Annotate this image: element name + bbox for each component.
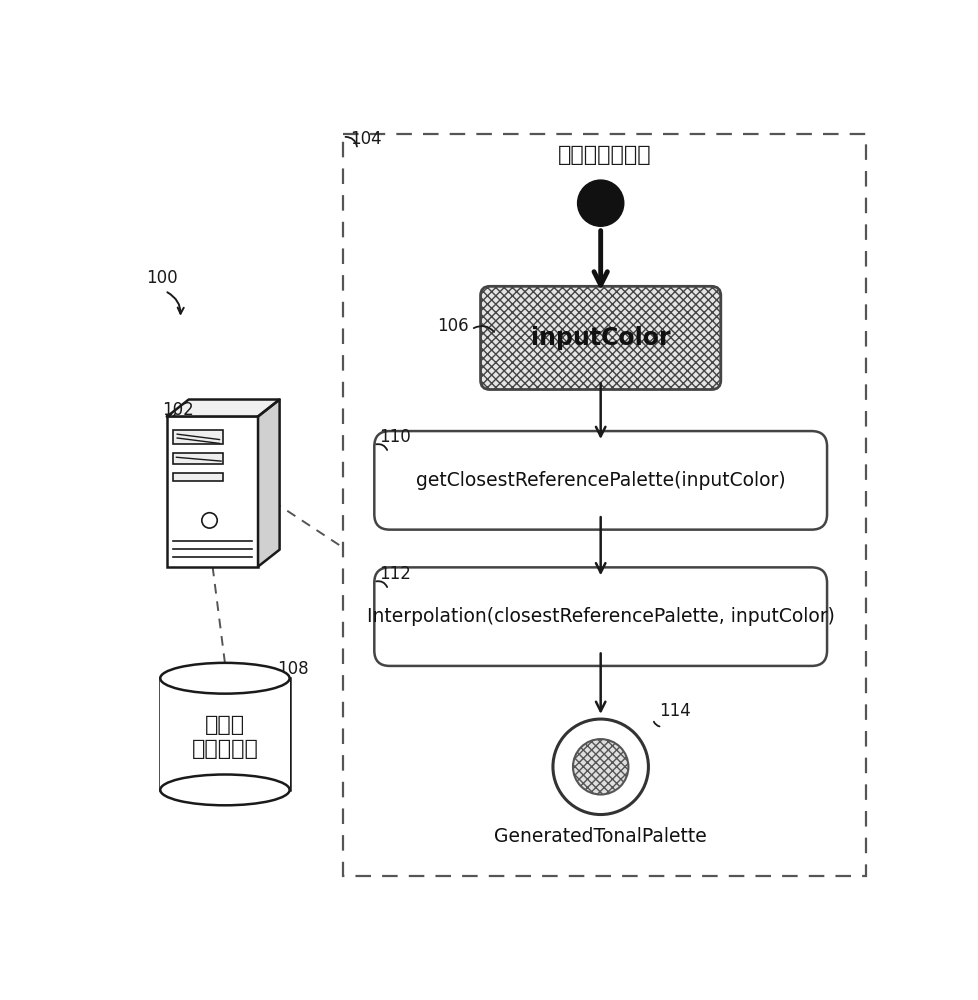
Text: 110: 110 [378,428,410,446]
Text: getClosestReferencePalette(inputColor): getClosestReferencePalette(inputColor) [416,471,784,490]
Bar [173,473,223,481]
Polygon shape [258,400,280,567]
Ellipse shape [160,774,289,805]
Text: GeneratedTonalPalette: GeneratedTonalPalette [494,827,706,846]
Text: 102: 102 [161,401,194,419]
Text: 收集的: 收集的 [204,715,244,735]
Circle shape [553,719,647,815]
Text: 104: 104 [349,130,380,148]
Bar [342,134,866,876]
Text: 100: 100 [147,269,178,287]
Bar [160,678,289,790]
Circle shape [201,513,217,528]
Circle shape [577,180,623,226]
Bar [173,453,223,464]
Text: 112: 112 [378,565,411,583]
Ellipse shape [160,663,289,694]
FancyBboxPatch shape [374,431,826,530]
Polygon shape [167,400,280,416]
Bar [167,416,258,567]
FancyBboxPatch shape [374,567,826,666]
Text: 参考调色板: 参考调色板 [192,739,258,759]
Circle shape [572,739,628,795]
Text: inputColor: inputColor [530,326,670,350]
Text: 调色板生成模块: 调色板生成模块 [557,145,650,165]
Bar [173,430,223,444]
Text: 108: 108 [277,660,309,678]
Text: 106: 106 [437,317,468,335]
FancyBboxPatch shape [480,286,720,389]
Text: 114: 114 [658,702,690,720]
Text: Interpolation(closestReferencePalette, inputColor): Interpolation(closestReferencePalette, i… [367,607,834,626]
